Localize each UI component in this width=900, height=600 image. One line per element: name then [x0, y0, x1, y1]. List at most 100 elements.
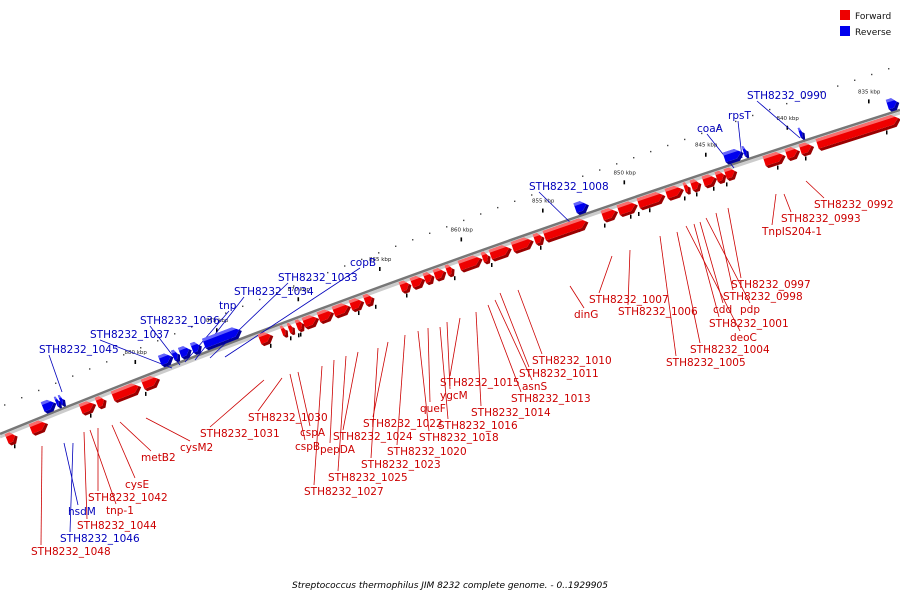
gene-highlight [189, 341, 198, 347]
track-dot [140, 347, 142, 349]
reverse-gene-glyph [722, 149, 744, 165]
reverse-gene-label: STH8232_1045 [39, 344, 119, 356]
forward-gene-label: STH8232_1031 [200, 428, 280, 440]
forward-gene-leader [705, 217, 751, 304]
gene-marker [604, 223, 606, 228]
gene-side [667, 188, 684, 201]
track-dot [191, 326, 193, 328]
gene-side [44, 402, 57, 414]
gene-marker [454, 276, 456, 281]
forward-gene-leader [598, 255, 613, 294]
track-dot [514, 200, 516, 202]
reverse-gene-glyph [177, 346, 192, 360]
gene-side [283, 329, 289, 338]
forward-gene-label: STH8232_0997 [731, 279, 811, 291]
forward-gene-leader [475, 311, 482, 407]
gene-side [545, 221, 589, 243]
track-dot [38, 389, 40, 392]
forward-gene-leader [494, 299, 533, 381]
forward-gene-leader [257, 377, 283, 412]
gene-highlight [279, 325, 284, 330]
forward-gene-glyph [331, 303, 352, 319]
track-dot [21, 397, 23, 399]
track-dot [293, 285, 295, 287]
legend-reverse-label: Reverse [855, 28, 892, 38]
reverse-gene-label: tnp [219, 300, 237, 312]
forward-gene-label: STH8232_1030 [248, 412, 328, 424]
gene-highlight [301, 315, 314, 321]
reverse-gene-label: STH8232_1033 [278, 272, 358, 284]
forward-gene-label: dinG [574, 309, 598, 321]
track-dot [599, 169, 601, 171]
track-dot [310, 278, 312, 281]
forward-gene-glyph [301, 315, 320, 330]
track-dot [242, 305, 244, 308]
forward-gene-label: STH8232_1048 [31, 546, 111, 558]
gene-highlight [331, 303, 346, 310]
track-dot [582, 175, 584, 177]
reverse-gene-glyph [57, 394, 67, 407]
genome-backbone [0, 108, 900, 436]
forward-gene-glyph [4, 432, 18, 446]
gene-highlight [201, 327, 237, 342]
forward-gene-label: STH8232_1018 [419, 432, 499, 444]
forward-gene-label: STH8232_1024 [333, 431, 413, 443]
track-dot [344, 265, 346, 267]
forward-gene-leader [119, 421, 152, 452]
reverse-gene-glyph [170, 349, 181, 363]
forward-gene-label: STH8232_1016 [438, 420, 518, 432]
forward-gene-label: STH8232_0992 [814, 199, 894, 211]
forward-gene-glyph [600, 208, 619, 223]
gene-face [815, 115, 899, 149]
forward-gene-leader [396, 334, 406, 446]
forward-gene-label: cysE [125, 479, 149, 491]
tick-mark [134, 359, 137, 364]
forward-gene-label: TnpIS204-1 [761, 226, 822, 238]
forward-gene-glyph [784, 147, 801, 161]
reverse-gene-label: coaA [697, 123, 724, 135]
reverse-gene-leader [69, 442, 74, 533]
forward-gene-label: STH8232_1042 [88, 492, 168, 504]
track-dot [667, 144, 669, 147]
gene-highlight [784, 147, 795, 153]
gene-face [110, 383, 139, 401]
tick-mark [379, 266, 381, 271]
gene-side [320, 312, 335, 324]
gene-side [639, 194, 666, 211]
track-dot [650, 150, 652, 153]
track-dot [123, 354, 125, 356]
track-dot [718, 126, 720, 129]
track-dot [786, 102, 788, 105]
forward-gene-label: STH8232_1025 [328, 472, 408, 484]
gene-side [535, 236, 545, 247]
reverse-gene-glyph [40, 399, 57, 414]
forward-gene-leader [659, 235, 677, 357]
gene-side [484, 255, 491, 265]
track-dot [72, 375, 74, 377]
forward-gene-label: STH8232_1014 [471, 407, 551, 419]
gene-face [636, 192, 663, 209]
reverse-gene-leader [756, 100, 801, 139]
gene-highlight [457, 255, 478, 264]
reverse-gene-leader [99, 339, 173, 369]
gene-highlight [714, 170, 722, 176]
track-dot [531, 194, 533, 196]
forward-gene-glyph [398, 280, 412, 294]
forward-gene-glyph [444, 264, 455, 278]
forward-gene-label: pepDA [320, 444, 356, 456]
forward-gene-leader [83, 431, 88, 520]
forward-gene-glyph [78, 401, 97, 416]
gene-marker [805, 156, 807, 161]
track-dot [157, 340, 159, 342]
forward-gene-leader [342, 351, 359, 431]
tick-label: 870 kbp [288, 287, 311, 293]
forward-gene-label: cysM2 [180, 442, 213, 454]
forward-gene-glyph [636, 192, 666, 211]
gene-side [603, 211, 619, 223]
gene-marker [630, 214, 632, 219]
gene-side [492, 247, 512, 262]
gene-highlight [28, 420, 43, 428]
gene-side [174, 353, 181, 363]
gene-labels: STH8232_0990 rpsT coaA STH8232_1008 copB STH8… [31, 90, 894, 558]
gene-glyphs [4, 98, 900, 449]
